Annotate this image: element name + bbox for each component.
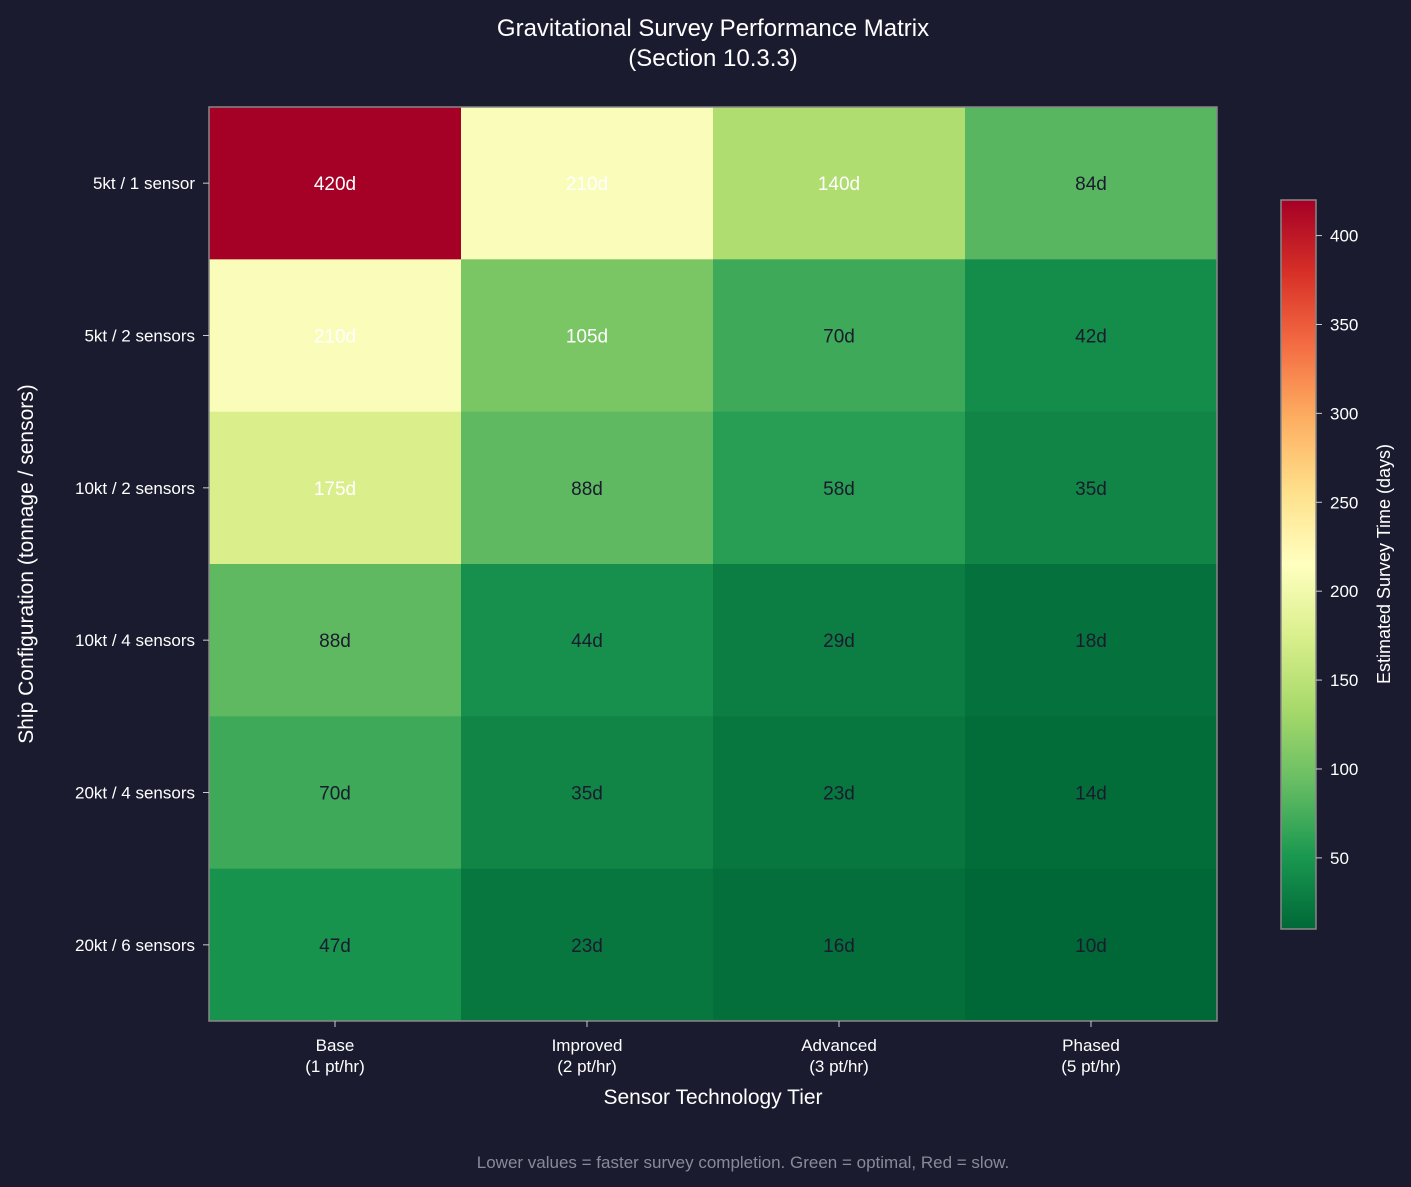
plot-frame bbox=[208, 106, 1218, 1022]
y-tick-label: 10kt / 4 sensors bbox=[75, 631, 195, 650]
heatmap-cell bbox=[209, 411, 462, 565]
chart-subtitle: (Section 10.3.3) bbox=[628, 45, 797, 72]
cell-label: 88d bbox=[571, 479, 603, 500]
heatmap-cell bbox=[209, 868, 462, 1022]
heatmap-cell bbox=[713, 411, 966, 565]
cell-label: 29d bbox=[823, 631, 855, 652]
cell-label: 16d bbox=[823, 936, 855, 957]
colorbar-tick-label: 200 bbox=[1330, 582, 1358, 601]
cell-label: 84d bbox=[1075, 174, 1107, 195]
cell-label: 140d bbox=[818, 174, 860, 195]
cell-label: 35d bbox=[1075, 479, 1107, 500]
heatmap-cell bbox=[461, 259, 714, 413]
colorbar-tick-label: 100 bbox=[1330, 760, 1358, 779]
x-tick-label: (5 pt/hr) bbox=[1061, 1057, 1121, 1076]
x-tick-label: Phased bbox=[1062, 1036, 1120, 1055]
cell-label: 47d bbox=[319, 936, 351, 957]
cell-label: 10d bbox=[1075, 936, 1107, 957]
colorbar-label: Estimated Survey Time (days) bbox=[1374, 444, 1394, 684]
cell-label: 35d bbox=[571, 784, 603, 805]
colorbar-tick-label: 300 bbox=[1330, 404, 1358, 423]
heatmap-cell bbox=[209, 564, 462, 717]
cell-label: 23d bbox=[823, 784, 855, 805]
cell-label: 58d bbox=[823, 479, 855, 500]
cell-label: 70d bbox=[823, 327, 855, 348]
y-tick-label: 5kt / 2 sensors bbox=[84, 327, 195, 346]
x-tick-label: (1 pt/hr) bbox=[305, 1057, 365, 1076]
colorbar-tick-label: 50 bbox=[1330, 849, 1349, 868]
cell-label: 105d bbox=[566, 327, 608, 348]
cell-label: 70d bbox=[319, 784, 351, 805]
y-tick-label: 5kt / 1 sensor bbox=[93, 174, 195, 193]
heatmap-cell bbox=[713, 107, 966, 260]
cell-label: 42d bbox=[1075, 327, 1107, 348]
heatmap-cell bbox=[713, 716, 966, 870]
colorbar-tick-label: 150 bbox=[1330, 671, 1358, 690]
heatmap-cell bbox=[461, 107, 714, 260]
y-tick-label: 20kt / 4 sensors bbox=[75, 784, 195, 803]
heatmap-cell bbox=[965, 564, 1218, 717]
heatmap-cell bbox=[209, 716, 462, 870]
cell-label: 420d bbox=[314, 174, 356, 195]
x-tick-label: (2 pt/hr) bbox=[557, 1057, 617, 1076]
heatmap-cell bbox=[965, 411, 1218, 565]
cell-label: 175d bbox=[314, 479, 356, 500]
heatmap-cell bbox=[209, 107, 462, 260]
x-tick-label: Base bbox=[316, 1036, 355, 1055]
x-tick-label: (3 pt/hr) bbox=[809, 1057, 869, 1076]
heatmap-cell bbox=[713, 564, 966, 717]
cell-label: 210d bbox=[566, 174, 608, 195]
heatmap-cell bbox=[965, 868, 1218, 1022]
colorbar-tick-label: 400 bbox=[1330, 227, 1358, 246]
heatmap-cell bbox=[965, 107, 1218, 260]
heatmap-cell bbox=[209, 259, 462, 413]
x-tick-label: Improved bbox=[552, 1036, 623, 1055]
cell-label: 23d bbox=[571, 936, 603, 957]
y-axis-label: Ship Configuration (tonnage / sensors) bbox=[15, 384, 38, 744]
colorbar-tick-label: 350 bbox=[1330, 315, 1358, 334]
heatmap-cell bbox=[965, 716, 1218, 870]
heatmap-cell bbox=[461, 411, 714, 565]
heatmap-cell bbox=[713, 259, 966, 413]
colorbar-tick-label: 250 bbox=[1330, 493, 1358, 512]
cell-label: 18d bbox=[1075, 631, 1107, 652]
heatmap-cell bbox=[461, 564, 714, 717]
cell-label: 88d bbox=[319, 631, 351, 652]
cell-label: 210d bbox=[314, 327, 356, 348]
heatmap-cell bbox=[461, 716, 714, 870]
cell-label: 44d bbox=[571, 631, 603, 652]
x-tick-label: Advanced bbox=[801, 1036, 877, 1055]
footnote: Lower values = faster survey completion.… bbox=[477, 1153, 1009, 1172]
chart-title: Gravitational Survey Performance Matrix bbox=[497, 15, 929, 42]
heatmap-cell bbox=[461, 868, 714, 1022]
colorbar bbox=[1280, 199, 1317, 930]
heatmap-cell bbox=[713, 868, 966, 1022]
x-axis-label: Sensor Technology Tier bbox=[603, 1086, 822, 1109]
y-tick-label: 10kt / 2 sensors bbox=[75, 479, 195, 498]
heatmap-cell bbox=[965, 259, 1218, 413]
y-tick-label: 20kt / 6 sensors bbox=[75, 936, 195, 955]
cell-label: 14d bbox=[1075, 784, 1107, 805]
